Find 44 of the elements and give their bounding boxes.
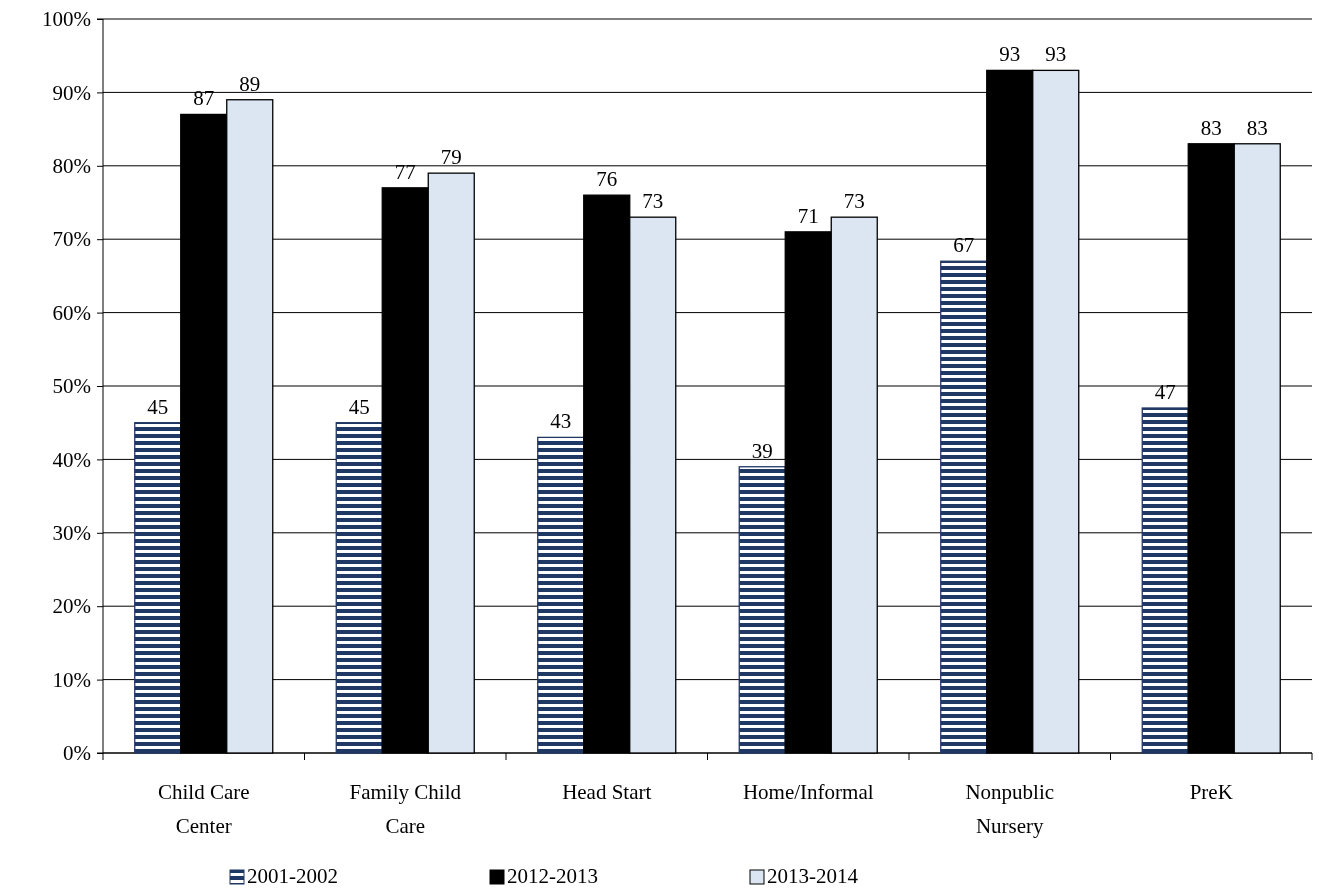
y-tick-label: 100% (42, 7, 91, 32)
x-tick-label: Child Care Center (157, 780, 250, 838)
data-label: 67 (953, 233, 975, 258)
y-tick-label: 30% (52, 521, 91, 546)
bar (1141, 407, 1189, 754)
data-label: 47 (1154, 380, 1176, 405)
data-label: 71 (797, 203, 819, 228)
x-tick-label: Family Child Care (349, 780, 462, 838)
y-tick-label: 80% (52, 154, 91, 179)
y-tick-label: 60% (52, 300, 91, 325)
y-tick-label: 90% (52, 80, 91, 105)
data-label: 83 (1200, 115, 1222, 140)
data-label: 93 (999, 42, 1021, 67)
legend-label: 2012-2013 (507, 864, 598, 888)
y-tick-label: 40% (52, 447, 91, 472)
bar (335, 422, 383, 754)
data-label: 43 (550, 409, 572, 434)
data-label: 73 (642, 189, 664, 214)
data-label: 45 (348, 394, 370, 419)
x-tick-label: Home/Informal (742, 780, 874, 804)
y-tick-label: 20% (52, 594, 91, 619)
data-label: 73 (843, 189, 865, 214)
data-label: 87 (193, 86, 215, 111)
y-tick-label: 0% (63, 741, 91, 766)
bar (940, 260, 988, 754)
legend-label: 2001-2002 (247, 864, 338, 888)
data-label: 45 (147, 394, 169, 419)
data-label: 76 (596, 167, 618, 192)
x-tick-label: Nonpublic Nursery (965, 780, 1055, 838)
bar (738, 466, 786, 754)
bar (134, 422, 182, 754)
data-label: 77 (394, 159, 416, 184)
x-tick-label: PreK (1189, 780, 1233, 804)
data-label: 89 (239, 71, 261, 96)
data-label: 83 (1246, 115, 1268, 140)
data-label: 39 (751, 438, 773, 463)
y-tick-label: 50% (52, 374, 91, 399)
data-label: 79 (440, 145, 462, 170)
bar (537, 436, 585, 754)
x-tick-label: Head Start (562, 780, 652, 804)
data-label: 93 (1045, 42, 1067, 67)
y-tick-label: 70% (52, 227, 91, 252)
y-tick-label: 10% (52, 667, 91, 692)
legend-label: 2013-2014 (767, 864, 859, 888)
